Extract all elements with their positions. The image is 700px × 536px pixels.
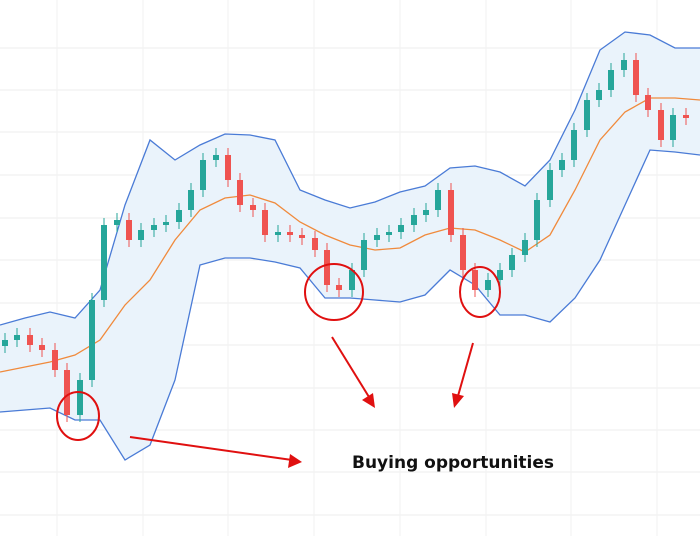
candle-body: [361, 240, 367, 270]
candle-body: [645, 95, 651, 110]
candle-body: [509, 255, 515, 270]
candle-body: [658, 110, 664, 140]
band-line: [0, 31, 700, 326]
candle-body: [275, 232, 281, 235]
candle-body: [559, 160, 565, 170]
candle-body: [213, 155, 219, 160]
band-line: [0, 97, 700, 373]
candle-body: [250, 205, 256, 210]
candle-body: [138, 230, 144, 240]
candle-body: [435, 190, 441, 210]
candle-body: [386, 232, 392, 235]
arrow: [457, 342, 474, 397]
band-line: [0, 149, 700, 461]
bands: [0, 31, 700, 461]
candle-body: [52, 350, 58, 370]
candle-body: [287, 232, 293, 235]
candle-body: [621, 60, 627, 70]
candle-body: [39, 345, 45, 350]
candle-body: [262, 210, 268, 235]
candle-body: [398, 225, 404, 232]
candle-body: [77, 380, 83, 415]
candle-body: [411, 215, 417, 225]
candle-body: [547, 170, 553, 200]
candle-body: [485, 280, 491, 290]
candle-body: [114, 220, 120, 225]
candle-body: [176, 210, 182, 222]
candle-body: [324, 250, 330, 285]
candle-body: [336, 285, 342, 290]
candle-body: [497, 270, 503, 280]
candle-body: [200, 160, 206, 190]
candle-body: [64, 370, 70, 415]
candle-body: [27, 335, 33, 345]
arrow-head: [452, 393, 464, 408]
annotations: [56, 263, 501, 468]
candle-body: [163, 222, 169, 225]
candle-body: [101, 225, 107, 300]
candle-body: [349, 270, 355, 290]
highlight-circle: [304, 263, 364, 321]
candle-body: [188, 190, 194, 210]
band-fill: [0, 32, 700, 460]
highlight-circle: [459, 266, 501, 318]
arrow-head: [288, 454, 302, 468]
candle-body: [633, 60, 639, 95]
candle-body: [225, 155, 231, 180]
candle-body: [472, 270, 478, 290]
candle-body: [571, 130, 577, 160]
candle-body: [584, 100, 590, 130]
candle-body: [522, 240, 528, 255]
candle-body: [448, 190, 454, 235]
candle-body: [299, 235, 305, 238]
candle-body: [237, 180, 243, 205]
annotation-text: Buying opportunities: [352, 453, 554, 473]
candle-body: [460, 235, 466, 270]
candle-body: [151, 225, 157, 230]
candle-body: [423, 210, 429, 215]
candle-body: [374, 235, 380, 240]
candle-body: [126, 220, 132, 240]
candle-body: [2, 340, 8, 346]
highlight-circle: [56, 391, 100, 441]
candle-body: [534, 200, 540, 240]
candle-body: [608, 70, 614, 90]
arrow-head: [362, 393, 375, 408]
candle-body: [89, 300, 95, 380]
candle-body: [14, 335, 20, 340]
candle-body: [596, 90, 602, 100]
candle-body: [670, 115, 676, 140]
candle-body: [683, 115, 689, 118]
candle-body: [312, 238, 318, 250]
arrow: [331, 336, 370, 398]
arrow: [129, 436, 293, 461]
